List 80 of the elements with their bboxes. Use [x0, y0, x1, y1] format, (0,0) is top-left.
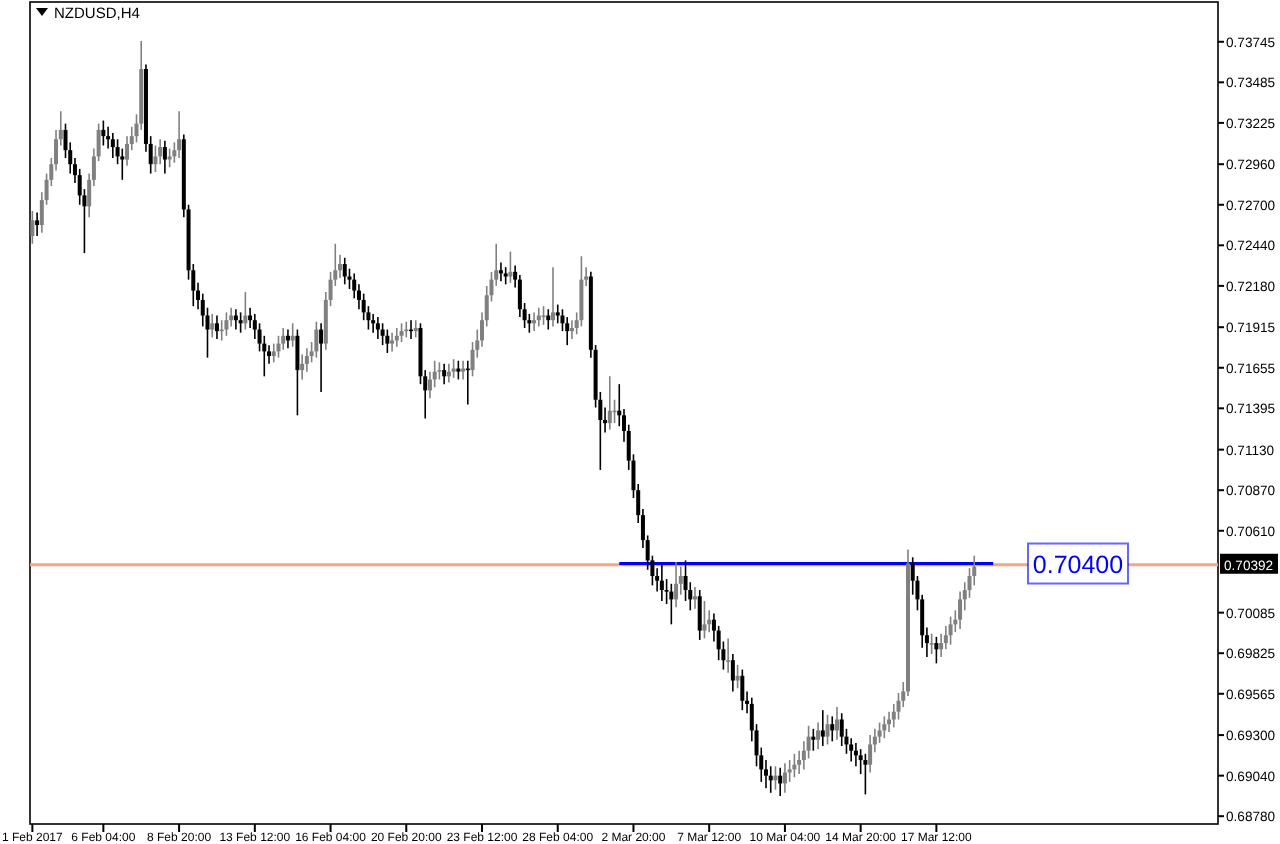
candlestick: [210, 313, 215, 339]
candlestick: [697, 589, 702, 641]
candlestick: [659, 562, 664, 602]
candlestick: [830, 715, 835, 743]
candlestick: [958, 590, 963, 630]
candlestick: [214, 314, 219, 340]
candlestick: [674, 561, 679, 608]
candlestick: [555, 303, 560, 325]
candlestick: [167, 147, 172, 169]
candlestick: [782, 762, 787, 794]
candlestick: [153, 144, 158, 173]
candlestick: [371, 313, 376, 334]
candlestick: [948, 615, 953, 646]
candlestick: [243, 291, 248, 331]
candlestick: [551, 266, 555, 328]
candlestick: [238, 311, 243, 334]
candlestick: [693, 586, 697, 610]
candlestick: [276, 334, 281, 359]
candlestick: [375, 316, 380, 340]
candlestick: [825, 714, 830, 746]
candlestick: [929, 632, 934, 655]
candlestick: [281, 327, 286, 351]
candlestick: [778, 767, 783, 797]
candlestick: [342, 257, 347, 286]
candlestick: [887, 710, 892, 733]
candlestick: [569, 319, 574, 340]
candlestick: [110, 132, 115, 159]
candlestick: [820, 709, 825, 747]
candlestick: [735, 664, 740, 690]
candlestick: [532, 311, 537, 332]
candlestick: [271, 342, 276, 364]
candlestick: [461, 359, 466, 381]
candlestick: [607, 375, 612, 431]
candlestick: [224, 311, 229, 337]
candlestick: [295, 328, 300, 417]
candlestick: [120, 147, 125, 181]
candlestick: [413, 319, 418, 339]
candlestick: [849, 737, 854, 763]
candlestick: [797, 749, 802, 775]
candlestick: [399, 322, 404, 343]
candlestick: [319, 322, 324, 393]
candlestick: [882, 715, 887, 740]
candlestick: [451, 358, 456, 379]
candlestick: [385, 328, 390, 354]
candlestick: [30, 210, 35, 245]
candlestick: [390, 331, 395, 353]
candlestick: [726, 637, 731, 674]
candlestick: [740, 668, 745, 711]
candlestick: [508, 250, 513, 284]
candlestick: [669, 583, 674, 626]
candlestick: [934, 636, 939, 665]
ref-line-label: 0.70400: [1032, 550, 1124, 579]
candlestick: [314, 320, 319, 359]
candlestick: [300, 353, 305, 381]
candlestick: [839, 712, 844, 747]
candlestick: [304, 347, 309, 373]
candlestick: [162, 140, 167, 175]
candlestick: [101, 119, 106, 147]
candlestick: [35, 211, 40, 237]
candlestick: [498, 261, 503, 282]
candlestick: [730, 653, 735, 693]
candlestick: [565, 316, 570, 346]
candlestick: [380, 322, 385, 346]
candlestick: [834, 706, 839, 741]
candlestick: [177, 110, 182, 159]
candlestick: [456, 359, 461, 381]
candlestick: [158, 138, 163, 166]
candlestick: [863, 753, 868, 796]
candlestick: [816, 721, 821, 750]
candlestick: [877, 721, 882, 744]
candlestick: [125, 135, 130, 167]
candlestick: [943, 625, 948, 651]
candlestick: [702, 600, 707, 640]
candlestick: [683, 559, 688, 602]
candlestick: [579, 255, 584, 328]
candlestick: [868, 734, 873, 774]
candlestick: [106, 125, 111, 150]
candlestick: [811, 728, 816, 752]
candlestick: [939, 632, 944, 658]
candlestick: [442, 363, 447, 385]
